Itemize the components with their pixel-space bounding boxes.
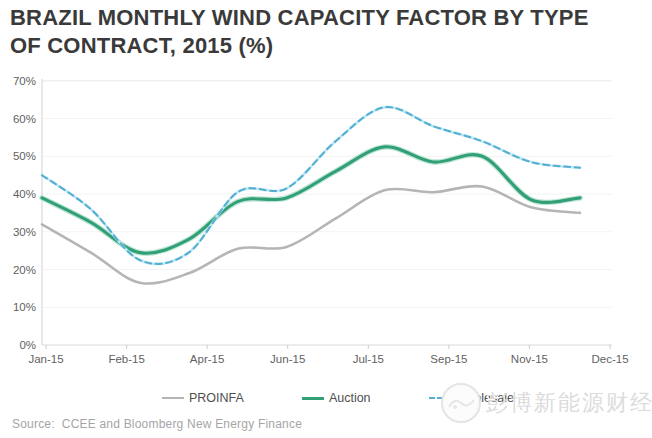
x-tick-label: Jul-15	[353, 353, 384, 365]
auction-line-swatch	[302, 397, 324, 400]
y-tick-label: 60%	[13, 113, 36, 125]
source-note: Source: CCEE and Bloomberg New Energy Fi…	[12, 417, 302, 431]
y-tick-label: 0%	[19, 339, 36, 351]
legend-item-wholesale: Wholesale	[429, 391, 514, 405]
chart-title: BRAZIL MONTHLY WIND CAPACITY FACTOR BY T…	[10, 4, 589, 60]
legend-item-proinfa: PROINFA	[162, 391, 244, 405]
x-tick-label: Nov-15	[511, 353, 548, 365]
series-line-auction	[42, 147, 580, 253]
x-tick-label: Jan-15	[28, 353, 63, 365]
x-tick-label: Jun-15	[270, 353, 305, 365]
x-tick-label: Feb-15	[108, 353, 144, 365]
y-tick-label: 40%	[13, 188, 36, 200]
legend-label-proinfa: PROINFA	[189, 391, 244, 405]
series-line-proinfa	[42, 186, 580, 284]
chart-title-line1: BRAZIL MONTHLY WIND CAPACITY FACTOR BY T…	[10, 5, 589, 30]
y-tick-label: 30%	[13, 226, 36, 238]
capacity-factor-line-chart: 0% 10% 20% 30% 40% 50% 60% 70% Jan-15 Feb-15 Apr-1…	[0, 70, 652, 382]
legend-label-auction: Auction	[329, 391, 371, 405]
y-tick-label: 10%	[13, 301, 36, 313]
y-tick-label: 20%	[13, 264, 36, 276]
y-tick-label: 70%	[13, 75, 36, 87]
wholesale-line-swatch	[429, 397, 451, 399]
legend-item-auction: Auction	[302, 391, 371, 405]
x-tick-label: Dec-15	[591, 353, 628, 365]
y-tick-label: 50%	[13, 150, 36, 162]
legend-label-wholesale: Wholesale	[456, 391, 514, 405]
x-tick-label: Sep-15	[430, 353, 467, 365]
chart-title-line2: OF CONTRACT, 2015 (%)	[10, 33, 273, 58]
proinfa-line-swatch	[162, 397, 184, 399]
series-halo-auction	[42, 147, 580, 253]
x-tick-label: Apr-15	[190, 353, 225, 365]
chart-legend: PROINFA Auction Wholesale	[162, 391, 514, 405]
